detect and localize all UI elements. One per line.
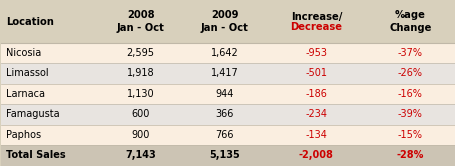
Text: Famagusta: Famagusta (6, 109, 60, 119)
Bar (1, 104, 454, 124)
Text: 1,130: 1,130 (126, 89, 154, 99)
Text: Decrease: Decrease (290, 22, 342, 32)
Text: -37%: -37% (397, 48, 422, 58)
Text: 1,417: 1,417 (210, 68, 238, 78)
Text: -28%: -28% (396, 150, 423, 160)
Text: 2009
Jan - Oct: 2009 Jan - Oct (200, 10, 248, 33)
Text: -501: -501 (305, 68, 327, 78)
Text: 600: 600 (131, 109, 150, 119)
Text: 944: 944 (215, 89, 233, 99)
Text: 366: 366 (215, 109, 233, 119)
Bar (1, 83, 454, 104)
Text: 766: 766 (215, 130, 233, 140)
Bar (1, 0, 454, 42)
Text: Paphos: Paphos (6, 130, 41, 140)
Text: -953: -953 (305, 48, 327, 58)
Text: 5,135: 5,135 (209, 150, 239, 160)
Text: Limassol: Limassol (6, 68, 48, 78)
Text: Nicosia: Nicosia (6, 48, 41, 58)
Text: 2008
Jan - Oct: 2008 Jan - Oct (116, 10, 164, 33)
Text: -16%: -16% (397, 89, 422, 99)
Text: -186: -186 (305, 89, 327, 99)
Text: 7,143: 7,143 (125, 150, 156, 160)
Bar (1, 42, 454, 63)
Text: -2,008: -2,008 (298, 150, 333, 160)
Text: Larnaca: Larnaca (6, 89, 45, 99)
Text: 900: 900 (131, 130, 150, 140)
Text: -26%: -26% (397, 68, 422, 78)
Text: -134: -134 (305, 130, 327, 140)
Text: 2,595: 2,595 (126, 48, 154, 58)
Text: 1,642: 1,642 (210, 48, 238, 58)
Bar (1, 124, 454, 145)
Text: %age
Change: %age Change (389, 10, 431, 33)
Text: Total Sales: Total Sales (6, 150, 66, 160)
Text: 1,918: 1,918 (126, 68, 154, 78)
Text: -39%: -39% (397, 109, 422, 119)
Bar (1, 63, 454, 83)
Bar (1, 145, 454, 166)
Text: -234: -234 (305, 109, 327, 119)
Text: -15%: -15% (397, 130, 422, 140)
Text: Location: Location (6, 17, 54, 27)
Text: Increase/: Increase/ (290, 12, 341, 22)
